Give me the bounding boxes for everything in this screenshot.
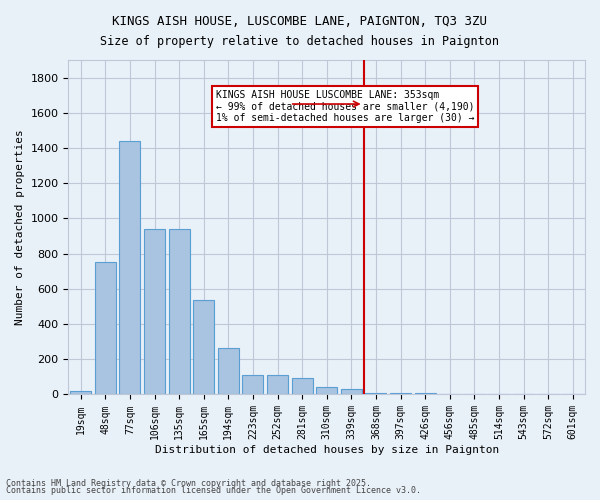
Bar [341, 389, 362, 394]
Bar [193, 300, 214, 394]
Bar [292, 378, 313, 394]
Bar [316, 386, 337, 394]
Text: Size of property relative to detached houses in Paignton: Size of property relative to detached ho… [101, 35, 499, 48]
Y-axis label: Number of detached properties: Number of detached properties [15, 130, 25, 325]
Bar [144, 229, 165, 394]
Bar [267, 375, 288, 394]
X-axis label: Distribution of detached houses by size in Paignton: Distribution of detached houses by size … [155, 445, 499, 455]
Text: Contains public sector information licensed under the Open Government Licence v3: Contains public sector information licen… [6, 486, 421, 495]
Bar [242, 375, 263, 394]
Bar [218, 348, 239, 395]
Bar [169, 229, 190, 394]
Bar [390, 392, 411, 394]
Bar [119, 141, 140, 395]
Text: KINGS AISH HOUSE LUSCOMBE LANE: 353sqm
← 99% of detached houses are smaller (4,1: KINGS AISH HOUSE LUSCOMBE LANE: 353sqm ←… [216, 90, 475, 123]
Bar [415, 393, 436, 394]
Bar [365, 392, 386, 394]
Bar [95, 262, 116, 394]
Bar [70, 391, 91, 394]
Text: KINGS AISH HOUSE, LUSCOMBE LANE, PAIGNTON, TQ3 3ZU: KINGS AISH HOUSE, LUSCOMBE LANE, PAIGNTO… [113, 15, 487, 28]
Text: Contains HM Land Registry data © Crown copyright and database right 2025.: Contains HM Land Registry data © Crown c… [6, 478, 371, 488]
